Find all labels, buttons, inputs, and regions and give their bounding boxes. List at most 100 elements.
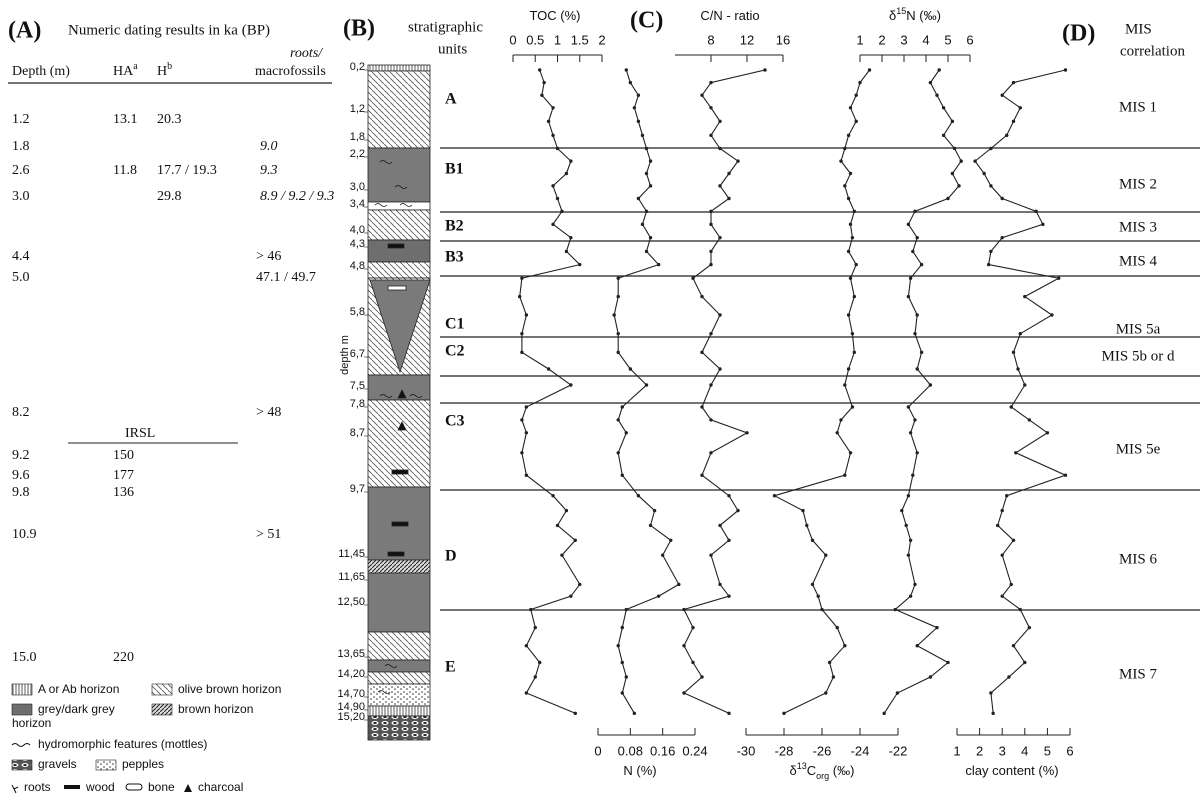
- sample-point: [542, 80, 546, 85]
- sample-point: [854, 93, 858, 97]
- sample-point: [524, 691, 529, 695]
- tick-label: 5: [1044, 743, 1051, 758]
- sample-point: [1011, 119, 1016, 124]
- depth-tick-label: 7,5: [350, 380, 365, 392]
- sample-point: [1016, 367, 1020, 371]
- sample-point: [656, 262, 661, 267]
- sample-point: [908, 538, 913, 542]
- sample-point: [616, 418, 620, 422]
- sample-point: [551, 222, 555, 227]
- sample-point: [906, 494, 911, 498]
- sample-point: [911, 249, 915, 254]
- sample-point: [937, 68, 941, 72]
- table-cell: 5.0: [12, 270, 30, 285]
- units-heading: units: [438, 41, 467, 57]
- table-cell: 9.3: [260, 163, 278, 178]
- tick-label: 6: [966, 32, 973, 47]
- legend-label: horizon: [12, 716, 51, 730]
- table-cell: > 51: [256, 527, 281, 542]
- sample-point: [709, 249, 713, 254]
- sample-point: [636, 196, 641, 201]
- header-text: HA: [113, 64, 134, 79]
- tick-label: 0: [509, 32, 516, 47]
- sample-point: [569, 159, 573, 163]
- axis-title: TOC (%): [529, 8, 580, 23]
- sample-point: [727, 711, 731, 716]
- title-part: N (‰): [906, 8, 941, 23]
- tick-label: 16: [776, 32, 790, 47]
- tick-label: 2: [878, 32, 885, 47]
- title-part: 13: [797, 761, 807, 771]
- depth-axis-title: depth m: [339, 335, 351, 375]
- axis-title: δ15N (‰): [889, 6, 941, 23]
- sample-point: [700, 294, 704, 299]
- tick-label: -24: [851, 743, 870, 758]
- sample-point: [1009, 405, 1013, 409]
- tick-label: 2: [976, 743, 983, 758]
- unit-label: B2: [445, 218, 464, 235]
- depth-tick-label: 1,8: [350, 131, 365, 143]
- sample-point: [644, 249, 649, 254]
- sample-point: [893, 607, 897, 612]
- table-cell: 136: [113, 485, 134, 500]
- table-cell: 20.3: [157, 112, 182, 127]
- table-cell: 11.8: [113, 163, 137, 178]
- table-cell: 47.1 / 49.7: [256, 270, 316, 285]
- sample-point: [640, 222, 645, 227]
- sample-point: [1018, 331, 1022, 336]
- sample-point: [624, 431, 628, 435]
- sample-point: [854, 119, 858, 124]
- sample-point: [524, 431, 529, 435]
- sample-point: [682, 691, 686, 695]
- sample-point: [700, 405, 704, 409]
- mis-label: MIS 7: [1119, 666, 1157, 682]
- sample-point: [727, 171, 731, 176]
- sample-point: [727, 196, 731, 201]
- sample-point: [824, 553, 828, 557]
- sample-point: [915, 313, 919, 317]
- unit-label: D: [445, 548, 457, 565]
- legend-label: pepples: [122, 757, 164, 771]
- unit-label: C3: [445, 413, 465, 430]
- sample-point: [913, 331, 917, 336]
- sample-point: [867, 68, 872, 72]
- sample-point: [745, 431, 749, 435]
- panel-title: Numeric dating results in ka (BP): [68, 22, 270, 38]
- sample-point: [560, 209, 564, 214]
- title-part: N (%): [623, 763, 656, 778]
- sample-point: [913, 582, 917, 587]
- mis-label: MIS 1: [1119, 99, 1157, 115]
- sample-point: [569, 594, 573, 598]
- title-part: TOC (%): [529, 8, 580, 23]
- sample-point: [820, 607, 824, 612]
- sample-point: [915, 451, 919, 455]
- sample-point: [700, 473, 704, 477]
- unit-boundaries: [440, 147, 1200, 611]
- sample-point: [736, 159, 740, 163]
- title-part: 15: [896, 6, 906, 16]
- title-part: δ: [889, 8, 896, 23]
- header-text: H: [157, 64, 167, 79]
- sample-point: [946, 660, 950, 665]
- sample-point: [850, 405, 855, 409]
- table-cell: 13.1: [113, 112, 138, 127]
- title-part: C: [807, 763, 816, 778]
- table-cell: > 46: [256, 249, 281, 264]
- depth-tick-label: 13,65: [337, 648, 365, 660]
- sample-point: [718, 523, 722, 528]
- sample-point: [935, 625, 939, 630]
- sample-point: [628, 367, 633, 371]
- legend: A or Ab horizon olive brown horizon grey…: [11, 682, 281, 794]
- sample-point: [569, 383, 573, 387]
- sample-point: [555, 196, 560, 201]
- sample-point: [533, 625, 537, 630]
- legend-label: A or Ab horizon: [38, 682, 119, 696]
- stratigraphic-column: [367, 64, 431, 741]
- sample-point: [524, 643, 529, 648]
- sample-point: [546, 119, 551, 124]
- sample-point: [616, 350, 620, 355]
- sample-point: [928, 675, 933, 679]
- mis-label: MIS 2: [1119, 176, 1157, 192]
- table-cell: 15.0: [12, 650, 37, 665]
- sample-point: [569, 235, 573, 240]
